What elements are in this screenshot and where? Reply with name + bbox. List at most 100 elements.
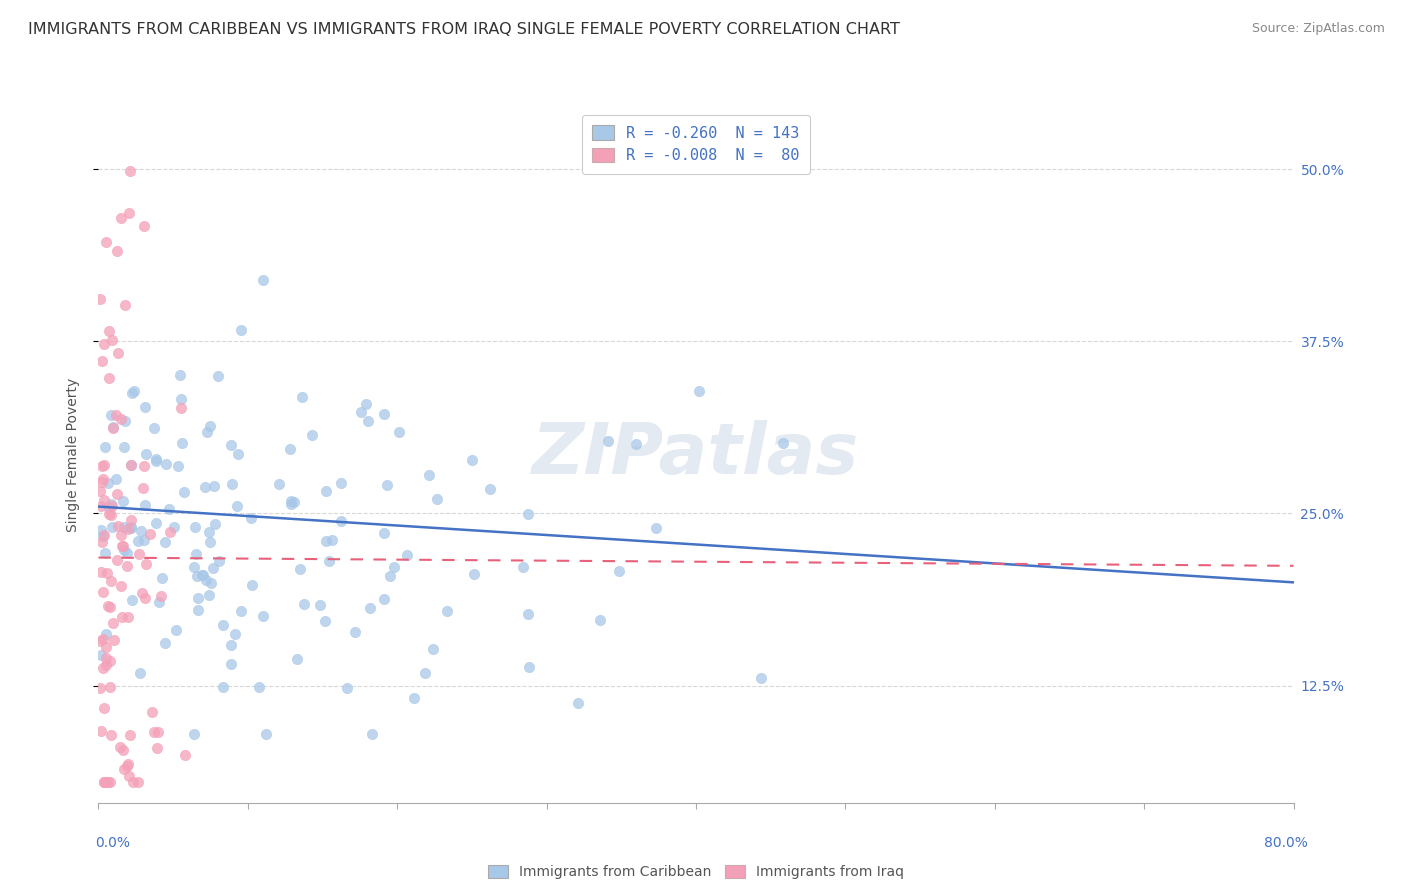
- Point: [91, 475, 114, 490]
- Point: [198, 419, 221, 434]
- Point: [93, 775, 115, 789]
- Point: [688, 384, 710, 398]
- Point: [132, 533, 155, 547]
- Point: [330, 514, 353, 528]
- Point: [97, 475, 120, 490]
- Point: [187, 591, 209, 605]
- Point: [163, 520, 186, 534]
- Point: [229, 603, 252, 617]
- Point: [96, 640, 118, 655]
- Point: [422, 642, 444, 657]
- Point: [202, 479, 225, 493]
- Point: [198, 535, 221, 549]
- Point: [772, 435, 794, 450]
- Point: [101, 420, 124, 434]
- Point: [598, 434, 620, 448]
- Point: [221, 477, 243, 491]
- Point: [108, 739, 131, 754]
- Point: [96, 235, 118, 249]
- Point: [93, 492, 115, 507]
- Point: [111, 610, 134, 624]
- Point: [120, 520, 142, 534]
- Point: [336, 681, 359, 695]
- Point: [134, 498, 156, 512]
- Point: [91, 353, 114, 368]
- Point: [107, 519, 129, 533]
- Point: [517, 507, 540, 521]
- Point: [373, 407, 395, 421]
- Point: [100, 729, 122, 743]
- Point: [121, 385, 143, 400]
- Point: [157, 501, 180, 516]
- Point: [517, 607, 540, 622]
- Point: [183, 727, 205, 741]
- Point: [110, 579, 132, 593]
- Point: [120, 458, 142, 472]
- Point: [131, 481, 153, 495]
- Point: [104, 472, 127, 486]
- Point: [280, 494, 302, 508]
- Point: [170, 392, 193, 406]
- Point: [478, 482, 501, 496]
- Point: [382, 560, 405, 574]
- Point: [91, 585, 114, 599]
- Point: [105, 553, 128, 567]
- Point: [153, 636, 176, 650]
- Point: [122, 775, 145, 789]
- Point: [98, 507, 121, 521]
- Point: [208, 553, 231, 567]
- Point: [145, 516, 167, 530]
- Point: [89, 681, 111, 695]
- Point: [117, 610, 139, 624]
- Point: [91, 529, 114, 543]
- Point: [97, 599, 120, 614]
- Text: Source: ZipAtlas.com: Source: ZipAtlas.com: [1251, 22, 1385, 36]
- Point: [134, 401, 156, 415]
- Point: [101, 499, 124, 513]
- Point: [204, 517, 226, 532]
- Point: [143, 421, 166, 435]
- Point: [139, 526, 162, 541]
- Point: [173, 484, 195, 499]
- Point: [145, 452, 167, 467]
- Point: [166, 459, 188, 474]
- Point: [100, 574, 122, 589]
- Point: [107, 346, 129, 360]
- Point: [134, 591, 156, 606]
- Point: [91, 660, 114, 674]
- Point: [373, 525, 395, 540]
- Point: [567, 696, 589, 710]
- Point: [329, 476, 352, 491]
- Point: [252, 273, 274, 287]
- Point: [219, 438, 242, 452]
- Point: [98, 654, 121, 668]
- Point: [145, 740, 167, 755]
- Point: [285, 652, 308, 666]
- Point: [191, 568, 214, 582]
- Point: [359, 601, 381, 615]
- Point: [198, 589, 221, 603]
- Point: [90, 648, 112, 662]
- Point: [357, 414, 380, 428]
- Point: [589, 613, 612, 627]
- Point: [117, 559, 139, 574]
- Point: [127, 775, 149, 789]
- Point: [115, 546, 138, 560]
- Point: [100, 408, 122, 422]
- Point: [191, 568, 214, 582]
- Legend: Immigrants from Caribbean, Immigrants from Iraq: Immigrants from Caribbean, Immigrants fr…: [481, 858, 911, 887]
- Point: [134, 219, 156, 233]
- Point: [183, 559, 205, 574]
- Point: [186, 569, 208, 583]
- Point: [89, 292, 111, 306]
- Point: [170, 401, 193, 416]
- Point: [343, 624, 366, 639]
- Point: [94, 546, 117, 560]
- Point: [186, 548, 208, 562]
- Point: [101, 520, 124, 534]
- Point: [211, 680, 233, 694]
- Point: [195, 574, 218, 588]
- Point: [96, 566, 118, 581]
- Point: [94, 650, 117, 665]
- Point: [141, 706, 163, 720]
